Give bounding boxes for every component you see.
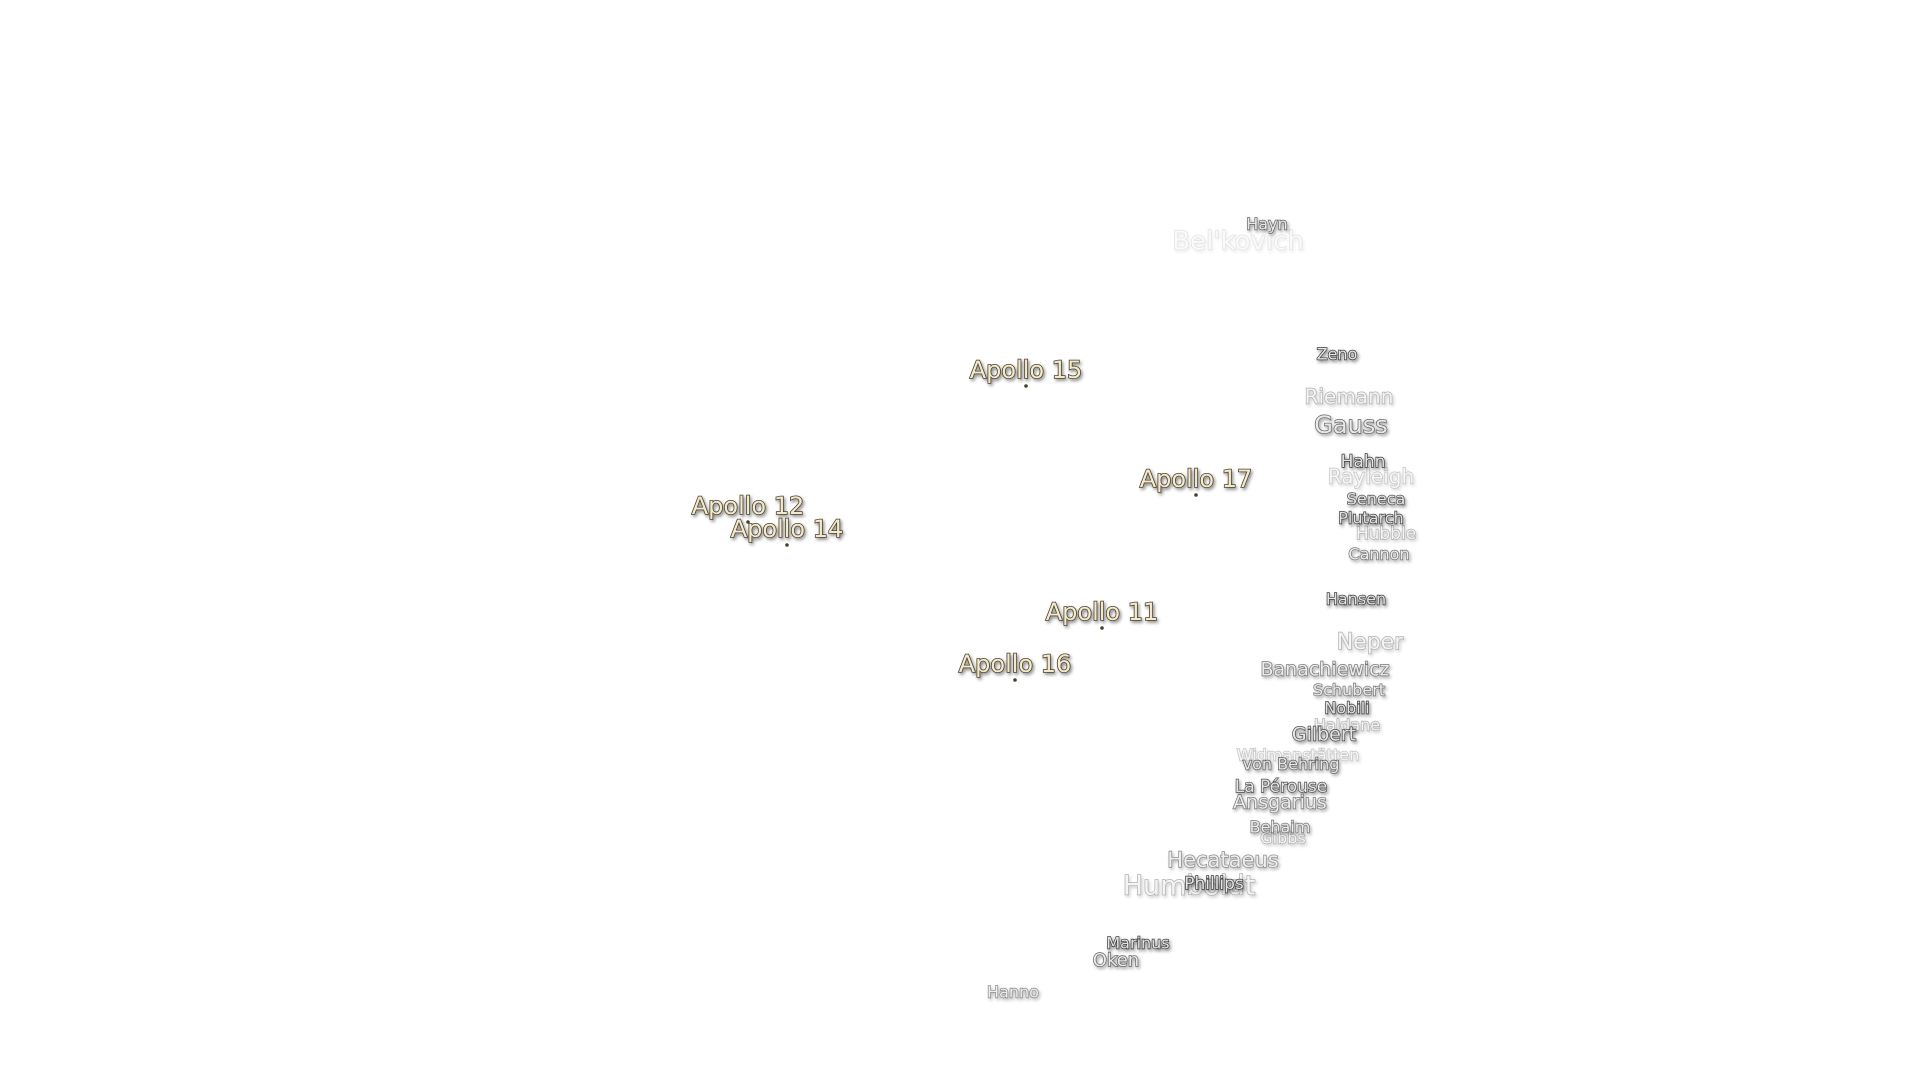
crater-label[interactable]: Haldane [1313, 715, 1381, 735]
crater-label[interactable]: Hubble [1355, 523, 1417, 544]
crater-label[interactable]: Riemann [1304, 384, 1394, 409]
crater-label[interactable]: Cannon [1348, 544, 1411, 564]
crater-label[interactable]: Phillips [1184, 873, 1245, 894]
crater-label[interactable]: Ansgarius [1232, 791, 1327, 814]
crater-label[interactable]: Neper [1336, 629, 1405, 655]
landing-site-label[interactable]: Apollo 11 [1045, 597, 1159, 627]
landing-site [1013, 678, 1017, 682]
crater-label[interactable]: von Behring [1242, 754, 1340, 774]
crater-label[interactable]: Gibbs [1260, 828, 1307, 848]
crater-label[interactable]: Bel'kovich [1171, 226, 1304, 257]
crater-label[interactable]: Hahn [1340, 451, 1386, 472]
landing-site [1100, 626, 1104, 630]
landing-site-label[interactable]: Apollo 14 [730, 514, 844, 544]
crater-label[interactable]: Plutarch [1338, 508, 1405, 528]
crater-label[interactable]: Widmanstätten [1236, 745, 1360, 765]
crater-label[interactable]: Seneca [1346, 489, 1406, 509]
landing-site [1194, 493, 1198, 497]
crater-label[interactable]: Schubert [1312, 680, 1385, 700]
crater-label[interactable]: Banachiewicz [1260, 658, 1390, 681]
landing-site [746, 520, 750, 524]
landing-site-label[interactable]: Apollo 15 [969, 355, 1083, 385]
crater-label[interactable]: Nobili [1324, 698, 1371, 718]
crater-label[interactable]: Gauss [1314, 410, 1389, 439]
crater-label[interactable]: Gilbert [1291, 723, 1357, 746]
landing-site-label[interactable]: Apollo 12 [691, 491, 805, 521]
landing-site [785, 543, 789, 547]
crater-label[interactable]: Hansen [1325, 589, 1387, 609]
crater-label[interactable]: Zeno [1316, 344, 1358, 364]
landing-site [1024, 384, 1028, 388]
crater-label[interactable]: Hecataeus [1167, 847, 1280, 872]
landing-site-label[interactable]: Apollo 16 [958, 649, 1072, 679]
crater-label[interactable]: Hanno [986, 982, 1039, 1002]
crater-label[interactable]: Hayn [1246, 214, 1289, 234]
crater-label[interactable]: Behaim [1249, 817, 1311, 837]
crater-label[interactable]: Oken [1092, 949, 1140, 971]
crater-label[interactable]: Marinus [1106, 933, 1171, 953]
landing-site-label[interactable]: Apollo 17 [1139, 464, 1253, 494]
crater-label[interactable]: La Pérouse [1234, 776, 1328, 797]
crater-label[interactable]: Rayleigh [1327, 464, 1415, 489]
crater-label[interactable]: Humboldt [1122, 870, 1256, 902]
